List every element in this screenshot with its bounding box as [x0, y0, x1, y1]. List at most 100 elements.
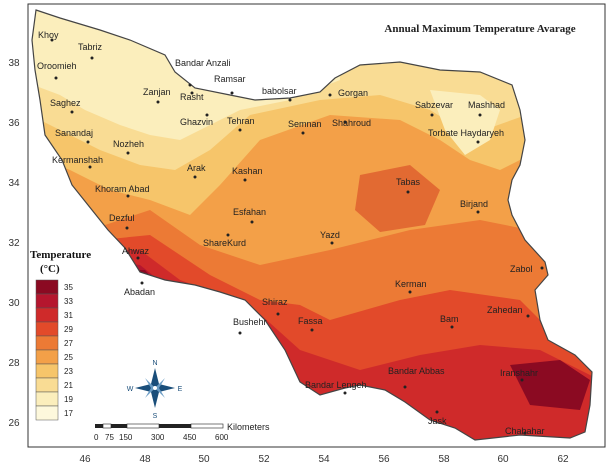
city-label: Ghazvin — [180, 117, 213, 127]
city-dot — [250, 220, 254, 224]
zone-27-tabas — [355, 165, 440, 232]
city-dot — [526, 314, 530, 318]
city-label: Bandar Lengeh — [305, 380, 367, 390]
city-label: Bandar Anzali — [175, 58, 231, 68]
scale-tick: 75 — [105, 433, 114, 442]
legend-unit: (°C) — [40, 263, 60, 275]
zone-17-east — [430, 90, 500, 155]
scale-tick: 150 — [119, 433, 133, 442]
legend-swatch — [35, 321, 59, 337]
legend-tick: 31 — [64, 311, 73, 320]
scale-tick: 300 — [151, 433, 165, 442]
city-dot — [50, 38, 54, 42]
city-dot — [328, 93, 332, 97]
scale-unit: Kilometers — [227, 422, 270, 432]
city-dot — [54, 76, 58, 80]
city-label: Birjand — [460, 199, 488, 209]
city-label: Kerman — [395, 279, 427, 289]
city-label: Abadan — [124, 287, 155, 297]
city-dot — [330, 241, 334, 245]
city-dot — [88, 165, 92, 169]
city-dot — [126, 194, 130, 198]
city-label: Zahedan — [487, 305, 523, 315]
legend-swatch — [35, 377, 59, 393]
city-label: Chabahar — [505, 426, 545, 436]
city-label: Oroomieh — [37, 61, 77, 71]
city-label: Tabas — [396, 177, 421, 187]
x-tick: 48 — [139, 454, 151, 465]
compass-s: S — [153, 413, 158, 420]
legend-swatch — [35, 293, 59, 309]
city-label: babolsar — [262, 86, 297, 96]
city-label: Bushehr — [233, 317, 267, 327]
city-dot — [90, 56, 94, 60]
legend-swatch — [35, 279, 59, 295]
scale-tick: 450 — [183, 433, 197, 442]
legend-tick: 17 — [64, 409, 73, 418]
city-label: Nozheh — [113, 139, 144, 149]
city-dot — [450, 325, 454, 329]
city-label: Shiraz — [262, 297, 288, 307]
city-label: Bandar Abbas — [388, 366, 445, 376]
city-label: Zanjan — [143, 87, 171, 97]
legend-swatch — [35, 405, 59, 421]
legend-tick: 19 — [64, 395, 73, 404]
city-dot — [288, 98, 292, 102]
city-label: Iranshahr — [500, 368, 538, 378]
city-label: Ramsar — [214, 74, 246, 84]
city-label: ShareKurd — [203, 238, 246, 248]
legend-tick: 25 — [64, 353, 73, 362]
city-dot — [190, 91, 194, 95]
legend-swatch — [35, 349, 59, 365]
y-tick: 32 — [8, 238, 20, 249]
compass-w: W — [127, 386, 134, 393]
zone-35-iranshahr — [510, 360, 590, 410]
city-label: Jask — [428, 416, 447, 426]
city-label: Tabriz — [78, 42, 103, 52]
city-dot — [238, 331, 242, 335]
city-dot — [243, 178, 247, 182]
city-dot — [430, 113, 434, 117]
city-dot — [140, 281, 144, 285]
x-tick: 46 — [79, 454, 91, 465]
city-dot — [476, 210, 480, 214]
city-dot — [136, 256, 140, 260]
city-label: Dezful — [109, 213, 135, 223]
y-tick: 36 — [8, 118, 20, 129]
city-dot — [125, 226, 129, 230]
city-label: Bam — [440, 314, 459, 324]
city-dot — [230, 91, 234, 95]
y-axis-ticks: 38 36 34 32 30 28 26 — [8, 58, 20, 429]
x-tick: 50 — [198, 454, 210, 465]
city-dot — [520, 378, 524, 382]
city-label: Semnan — [288, 119, 322, 129]
map-title: Annual Maximum Temperature Avarage — [384, 23, 575, 35]
city-dot — [301, 131, 305, 135]
city-dot — [156, 100, 160, 104]
legend-tick: 33 — [64, 297, 73, 306]
compass-e: E — [178, 386, 183, 393]
city-dot — [476, 140, 480, 144]
legend-swatch — [35, 391, 59, 407]
legend-tick: 27 — [64, 339, 73, 348]
legend-swatch — [35, 335, 59, 351]
city-label: Saghez — [50, 98, 81, 108]
legend-tick: 29 — [64, 325, 73, 334]
country-outline — [31, 9, 593, 441]
x-tick: 60 — [497, 454, 509, 465]
y-tick: 30 — [8, 298, 20, 309]
y-tick: 26 — [8, 418, 20, 429]
compass-rose-icon: N S W E — [127, 360, 183, 420]
city-dot — [226, 233, 230, 237]
legend: Temperature (°C) 35 33 31 29 27 25 23 21… — [30, 249, 91, 421]
city-label: Ahwaz — [122, 246, 150, 256]
city-label: Zabol — [510, 264, 533, 274]
city-label: Esfahan — [233, 207, 266, 217]
city-dot — [193, 175, 197, 179]
city-dot — [188, 83, 192, 87]
city-label: Khoy — [38, 30, 59, 40]
city-label: Sabzevar — [415, 100, 453, 110]
city-dot — [205, 113, 209, 117]
city-label: Tehran — [227, 116, 255, 126]
